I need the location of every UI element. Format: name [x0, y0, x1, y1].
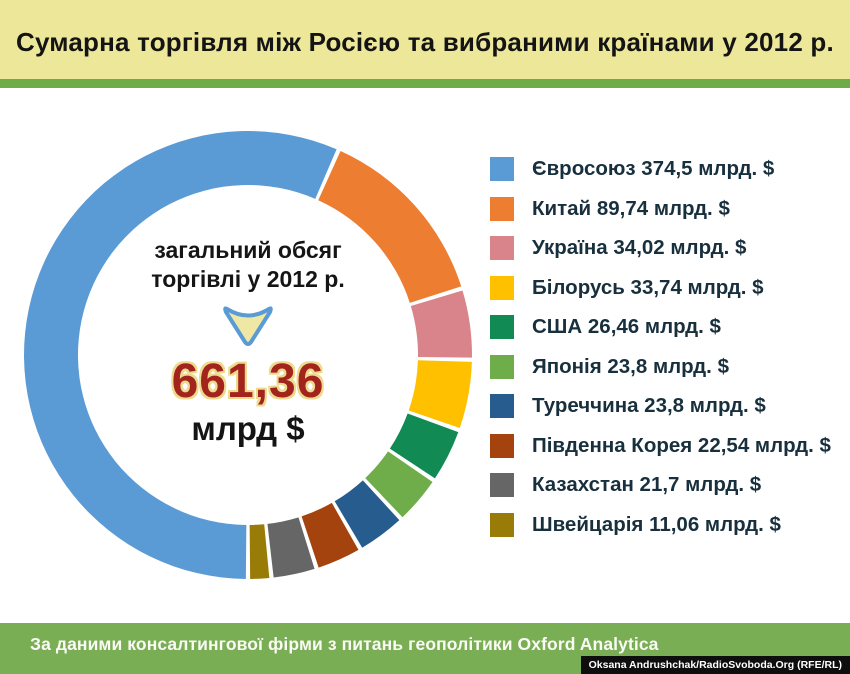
legend-label: Китай 89,74 млрд. $ — [532, 196, 730, 220]
legend-swatch — [490, 354, 514, 379]
donut-center-label-line2: торгівлі у 2012 р. — [151, 266, 345, 292]
legend-label: Японія 23,8 млрд. $ — [532, 354, 729, 378]
legend-label: Україна 34,02 млрд. $ — [532, 236, 747, 259]
donut-segment-Швейцарія — [249, 524, 270, 579]
legend-label: Казахстан 21,7 млрд. $ — [532, 473, 762, 496]
legend-item: Туреччина 23,8 млрд. $ — [490, 394, 846, 418]
legend-item: США 26,46 млрд. $ — [490, 315, 846, 339]
donut-chart — [24, 131, 472, 579]
legend-item: Євросоюз 374,5 млрд. $ — [490, 157, 846, 181]
donut-segment-Південна Корея — [301, 502, 359, 568]
legend-swatch — [490, 236, 514, 260]
legend-item: Україна 34,02 млрд. $ — [490, 236, 846, 260]
legend-swatch — [490, 473, 514, 497]
donut-center-label: загальний обсяг торгівлі у 2012 р. — [98, 236, 398, 294]
legend-label: Євросоюз 374,5 млрд. $ — [532, 157, 775, 180]
legend-label: Південна Корея 22,54 млрд. $ — [532, 433, 831, 457]
legend: Євросоюз 374,5 млрд. $ Китай 89,74 млрд. … — [490, 157, 846, 537]
total-trade-unit: млрд $ — [191, 410, 305, 447]
source-attribution: За даними консалтингової фірми з питань … — [30, 634, 659, 654]
legend-label: Швейцарія 11,06 млрд. $ — [532, 512, 781, 536]
donut-segment-Казахстан — [267, 517, 315, 578]
legend-item: Японія 23,8 млрд. $ — [490, 354, 846, 379]
legend-item: Білорусь 33,74 млрд. $ — [490, 275, 846, 300]
legend-label: Білорусь 33,74 млрд. $ — [532, 275, 764, 299]
legend-swatch — [490, 157, 514, 181]
legend-swatch — [490, 196, 514, 221]
header-divider — [0, 79, 850, 88]
legend-item: Швейцарія 11,06 млрд. $ — [490, 512, 846, 537]
legend-swatch — [490, 394, 514, 418]
donut-center-label-line1: загальний обсяг — [154, 237, 342, 263]
donut-segment-Білорусь — [408, 360, 472, 429]
donut-segment-Китай — [318, 151, 462, 303]
legend-item: Казахстан 21,7 млрд. $ — [490, 473, 846, 497]
donut-segment-Україна — [410, 290, 472, 358]
legend-swatch — [490, 315, 514, 339]
footer-bar: За даними консалтингової фірми з питань … — [0, 623, 850, 674]
donut-segment-Туреччина — [334, 480, 400, 548]
down-arrow-icon — [223, 306, 273, 346]
credit-box: Oksana Andrushchak/RadioSvoboda.Org (RFE… — [580, 656, 850, 674]
donut-segment-Євросоюз — [24, 131, 337, 579]
header-band: Сумарна торгівля між Росією та вибраними… — [0, 0, 850, 79]
donut-segment-Японія — [365, 451, 433, 518]
legend-label: Туреччина 23,8 млрд. $ — [532, 394, 766, 417]
legend-swatch — [490, 275, 514, 300]
page-title: Сумарна торгівля між Росією та вибраними… — [16, 27, 834, 57]
total-trade-value: 661,36 — [171, 355, 325, 408]
author-credit: Oksana Andrushchak/RadioSvoboda.Org (RFE… — [588, 659, 842, 671]
legend-swatch — [490, 512, 514, 537]
donut-segment-США — [389, 413, 459, 479]
legend-item: Китай 89,74 млрд. $ — [490, 196, 846, 221]
legend-item: Південна Корея 22,54 млрд. $ — [490, 433, 846, 458]
legend-swatch — [490, 433, 514, 458]
legend-label: США 26,46 млрд. $ — [532, 315, 721, 338]
